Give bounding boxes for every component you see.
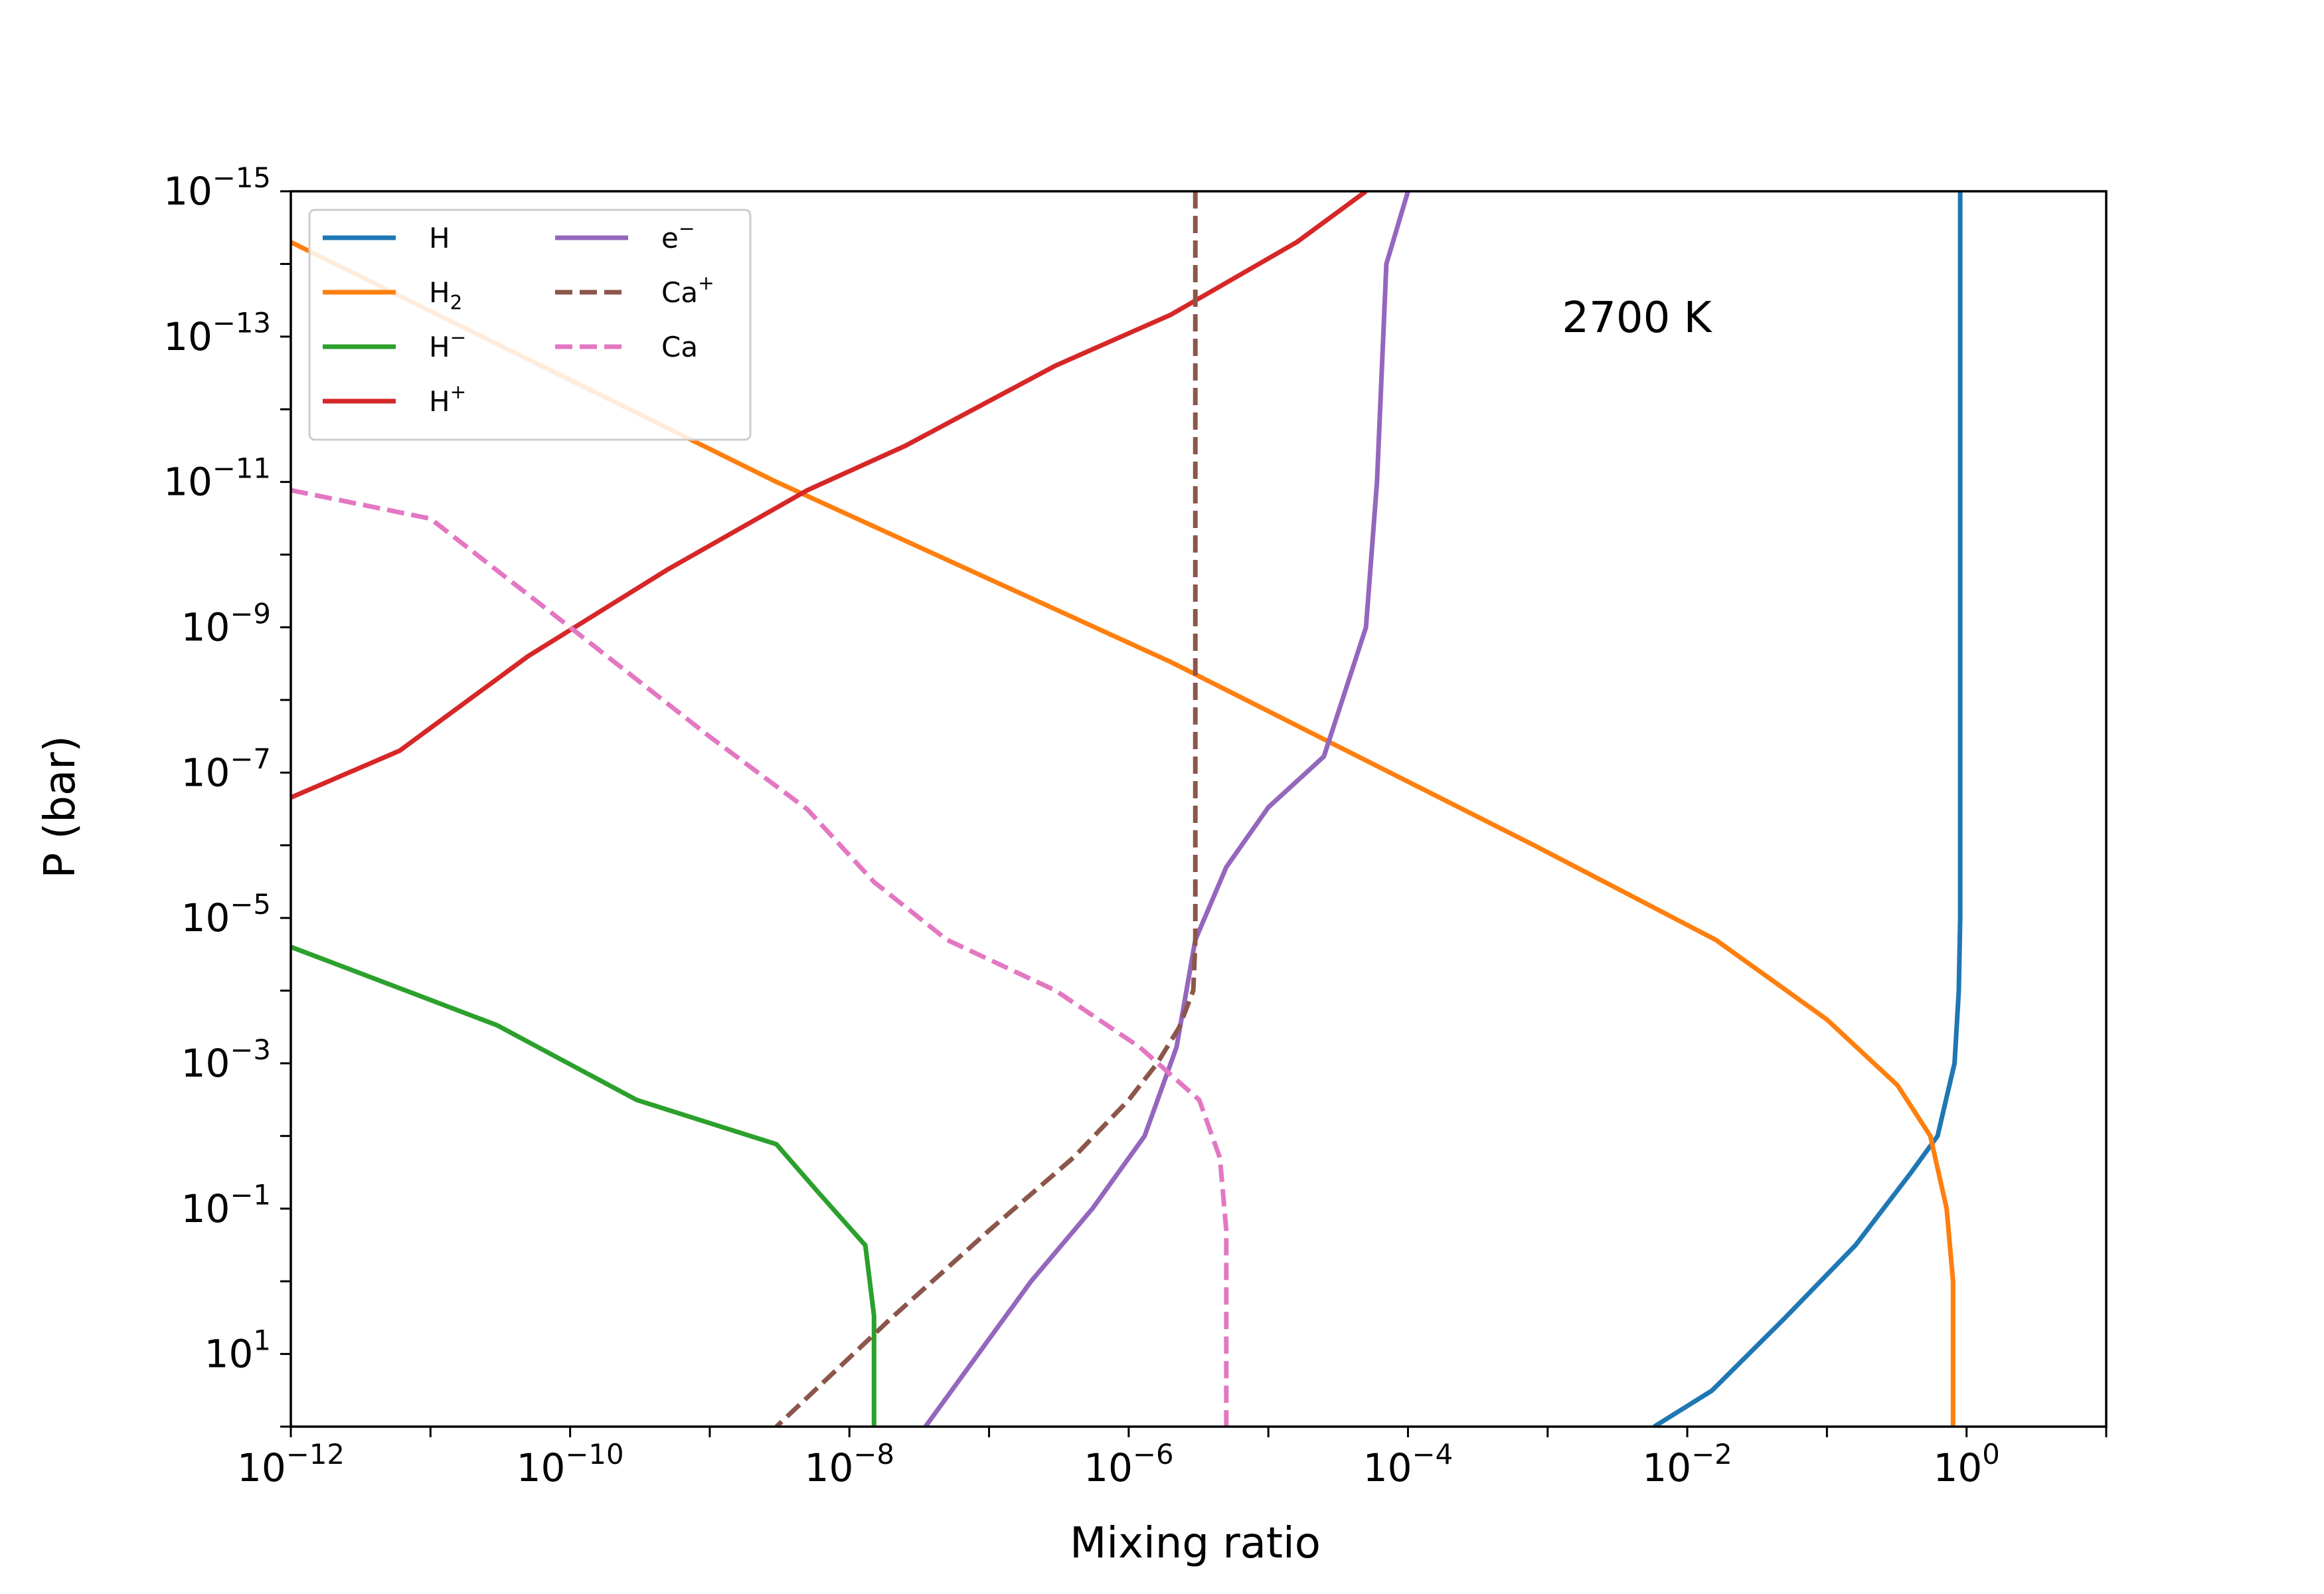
temperature-annotation: 2700 K [1562,294,1712,343]
series-line-H+ [291,191,1368,800]
x-tick-label: 10−4 [1363,1438,1453,1490]
y-tick-label: 10−7 [181,743,271,795]
series-line-Ca [291,487,1229,1427]
y-tick-label: 10−3 [181,1033,271,1086]
y-tick-label: 10−15 [163,161,271,214]
x-axis-label: Mixing ratio [1070,1519,1321,1568]
y-tick-label: 10−11 [163,452,271,505]
y-axis-label: P (bar) [36,735,85,878]
legend-label: H− [429,326,466,363]
y-tick-label: 10−5 [181,888,271,940]
legend-label: Ca [661,331,698,363]
legend-label: H [429,222,450,254]
legend-label: H2 [429,276,462,314]
legend: H H2 H− H+ e− Ca+ Ca [308,209,752,441]
series-line-e- [923,191,1410,1427]
series-line-H2 [291,240,1955,1427]
x-tick-label: 10−12 [237,1438,345,1490]
x-tick-label: 10−2 [1642,1438,1732,1490]
plot-area [291,191,1963,1427]
y-tick-label: 10−13 [163,307,271,359]
y-tick-label: 10−9 [181,597,271,650]
legend-label: e− [661,217,695,254]
x-tick-label: 100 [1933,1438,1999,1490]
y-tick-label: 101 [205,1324,271,1376]
y-tick-label: 10−1 [181,1179,271,1231]
legend-label: Ca+ [661,272,714,309]
series-line-H [1653,191,1963,1427]
legend-box [308,209,752,441]
x-tick-label: 10−8 [805,1438,894,1490]
x-tick-label: 10−6 [1084,1438,1173,1490]
plot-frame [290,190,2108,1428]
legend-label: H+ [429,381,466,418]
x-tick-label: 10−10 [517,1438,624,1490]
axes: 10−12 10−10 10−8 10−6 10−4 10−2 100 10−15 10−13 1… [163,161,2108,1490]
series-line-H- [291,944,876,1427]
series-line-Ca+ [774,191,1198,1427]
